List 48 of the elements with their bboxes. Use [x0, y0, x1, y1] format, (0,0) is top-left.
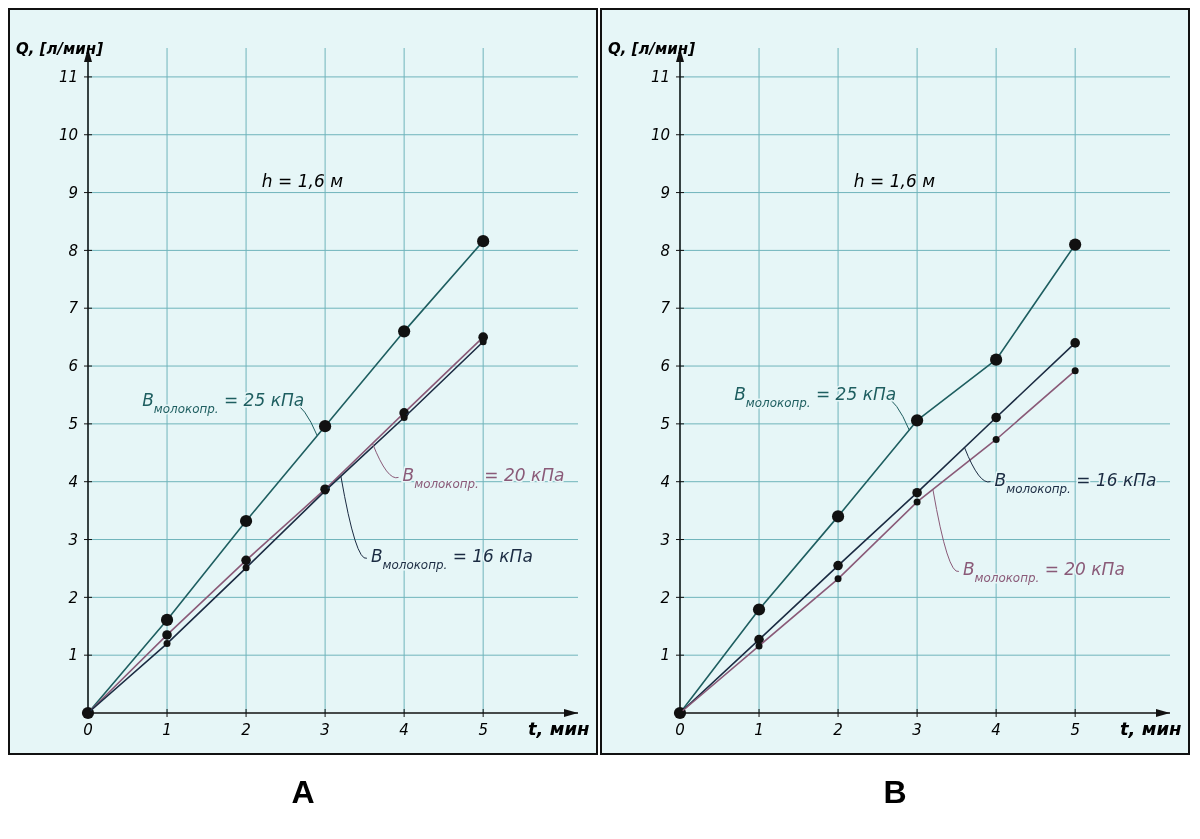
- x-tick-label: 3: [912, 721, 922, 739]
- x-tick-label: 4: [991, 721, 1001, 739]
- x-axis-title: t, мин: [528, 718, 590, 739]
- y-tick-label: 9: [660, 183, 670, 202]
- y-tick-label: 7: [68, 299, 79, 318]
- x-tick-label: 5: [1070, 721, 1080, 739]
- x-tick-label: 1: [754, 721, 764, 739]
- y-tick-label: 2: [660, 588, 670, 607]
- x-tick-label: 5: [478, 721, 488, 739]
- y-tick-label: 11: [58, 68, 78, 87]
- y-tick-label: 9: [68, 183, 78, 202]
- text: B$_{молокопр.}$ = 16 кПа: [994, 469, 1157, 496]
- y-tick-label: 3: [68, 530, 78, 549]
- y-axis-title: Q, [л/мин]: [16, 40, 104, 58]
- y-tick-label: 7: [660, 299, 671, 318]
- x-tick-label: 2: [833, 721, 843, 739]
- text: B: [883, 774, 907, 810]
- y-axis-title: Q, [л/мин]: [608, 40, 696, 58]
- y-tick-label: 11: [650, 68, 670, 87]
- series-label: B$_{молокопр.}$ = 25 кПа: [142, 389, 305, 416]
- series-label: B$_{молокопр.}$ = 25 кПа: [734, 384, 897, 410]
- y-tick-label: 10: [650, 125, 670, 144]
- x-tick-label: 4: [399, 721, 409, 739]
- y-tick-label: 6: [660, 357, 670, 376]
- y-tick-label: 1: [68, 646, 78, 665]
- x-tick-label: 0: [675, 721, 685, 739]
- text: B$_{молокопр.}$ = 20 кПа: [962, 559, 1125, 586]
- y-tick-label: 10: [58, 125, 78, 144]
- y-tick-label: 2: [68, 588, 78, 607]
- x-tick-label: 1: [162, 721, 172, 739]
- text: A: [291, 774, 315, 810]
- y-tick-label: 5: [660, 415, 670, 434]
- x-tick-label: 2: [241, 721, 251, 739]
- y-tick-label: 8: [660, 241, 670, 260]
- y-tick-label: 4: [68, 472, 78, 491]
- annotation: h = 1,6 м: [853, 170, 936, 191]
- text: B$_{молокопр.}$ = 16 кПа: [370, 546, 533, 573]
- y-tick-label: 6: [68, 357, 78, 376]
- y-tick-label: 5: [68, 415, 78, 434]
- x-tick-label: 0: [83, 721, 93, 739]
- y-tick-label: 8: [68, 241, 78, 260]
- text: B$_{молокопр.}$ = 20 кПа: [402, 465, 565, 492]
- y-tick-label: 1: [660, 646, 670, 665]
- y-tick-label: 3: [660, 530, 670, 549]
- y-tick-label: 4: [660, 472, 670, 491]
- x-axis-title: t, мин: [1120, 718, 1182, 739]
- annotation: h = 1,6 м: [261, 170, 344, 191]
- x-tick-label: 3: [320, 721, 330, 739]
